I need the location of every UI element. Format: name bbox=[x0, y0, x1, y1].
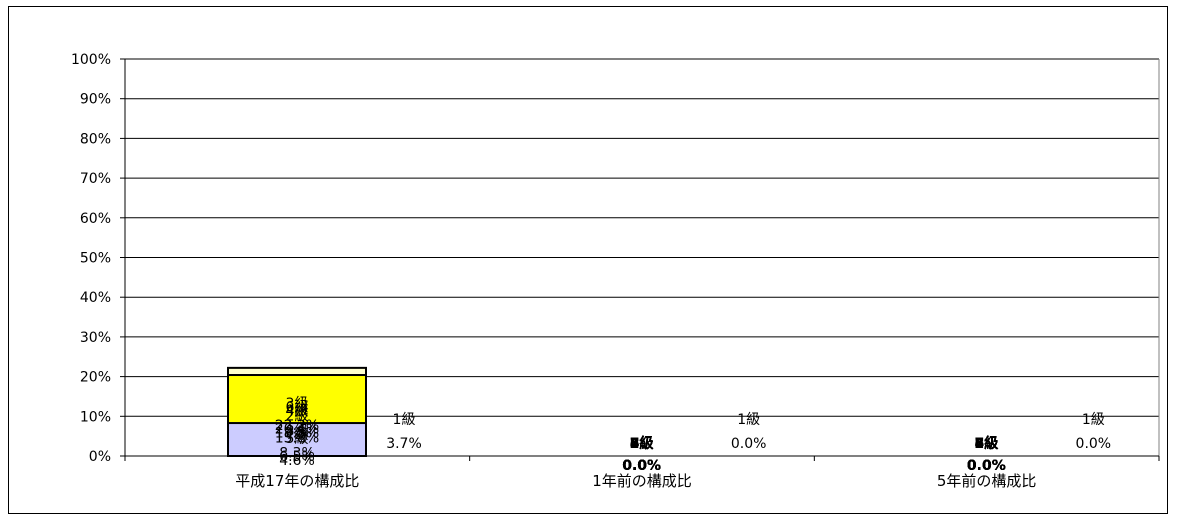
data-label-name: 6級 bbox=[974, 435, 998, 452]
data-label-name: 1級 bbox=[737, 412, 760, 428]
data-label-value: 0.0% bbox=[622, 458, 661, 474]
data-label-value: 0.0% bbox=[967, 458, 1006, 474]
data-label-name: 7級 bbox=[974, 435, 998, 452]
data-label-value: 15.8% bbox=[275, 431, 319, 447]
data-label-name: 3級 bbox=[630, 435, 654, 452]
data-label-value: 0.0% bbox=[731, 436, 767, 452]
data-label-name: 2級 bbox=[286, 409, 309, 425]
data-label-value: 0.0% bbox=[967, 458, 1006, 474]
data-label-value: 6.5% bbox=[279, 449, 315, 465]
data-label-name: 1級 bbox=[393, 412, 416, 428]
data-label-name: 2級 bbox=[974, 435, 998, 452]
y-tick-label: 100% bbox=[71, 52, 111, 68]
y-tick-label: 10% bbox=[80, 409, 111, 425]
x-tick-label: 平成17年の構成比 bbox=[235, 472, 359, 490]
x-tick-label: 5年前の構成比 bbox=[937, 472, 1037, 490]
x-axis-ticks: 平成17年の構成比 1年前の構成比 5年前の構成比 bbox=[124, 456, 1160, 490]
y-tick-label: 70% bbox=[80, 171, 111, 187]
y-tick-label: 50% bbox=[80, 251, 111, 267]
y-tick-label: 0% bbox=[89, 449, 111, 465]
data-label-name: 8級 bbox=[630, 435, 654, 452]
data-label-value: 4.6% bbox=[279, 453, 315, 469]
y-tick-label: 60% bbox=[80, 211, 111, 227]
bar-segment bbox=[227, 422, 367, 458]
chart-frame: 0% 10% 20% 30% 40% 50% 60% 70% 80% 90% 100% 1級 3.7%… bbox=[8, 6, 1168, 514]
data-label-value: 0.0% bbox=[967, 458, 1006, 474]
data-label-value: 20.4% bbox=[275, 422, 319, 438]
data-label-value: 0.0% bbox=[1076, 436, 1112, 452]
data-label-name: 7級 bbox=[630, 435, 654, 452]
data-label-name: 5級 bbox=[974, 435, 998, 452]
data-label-name: 3級 bbox=[286, 396, 309, 412]
data-label-value: 0.0% bbox=[622, 458, 661, 474]
data-label-value: 0.0% bbox=[622, 458, 661, 474]
data-label-value: 0.0% bbox=[622, 458, 661, 474]
data-label-value: 0.0% bbox=[967, 458, 1006, 474]
y-tick-label: 30% bbox=[80, 330, 111, 346]
data-label-name: 5級 bbox=[286, 431, 309, 447]
bars bbox=[227, 366, 367, 458]
data-label-value: 0.0% bbox=[622, 458, 661, 474]
data-label-value: 0.0% bbox=[967, 458, 1006, 474]
data-label-name: 3級 bbox=[974, 435, 998, 452]
data-label-value: 0.0% bbox=[967, 458, 1006, 474]
data-label-name: 6級 bbox=[630, 435, 654, 452]
y-tick-label: 40% bbox=[80, 290, 111, 306]
data-labels: 1級3.7%2級15.8%3級22.2%4級18.5%5級4.6%6級20.4%… bbox=[275, 396, 1111, 474]
data-label-name: 4級 bbox=[630, 435, 654, 452]
data-label-name: 2級 bbox=[630, 435, 654, 452]
data-label-name: 6級 bbox=[286, 400, 309, 416]
data-label-name: 5級 bbox=[630, 435, 654, 452]
data-label-name: 4級 bbox=[286, 403, 309, 419]
data-label-name: 4級 bbox=[974, 435, 998, 452]
data-label-value: 3.7% bbox=[386, 436, 422, 452]
data-label-value: 22.2% bbox=[275, 418, 319, 434]
data-label-value: 0.0% bbox=[622, 458, 661, 474]
x-tick-label: 1年前の構成比 bbox=[592, 472, 692, 490]
y-tick-label: 80% bbox=[80, 131, 111, 147]
data-label-value: 18.5% bbox=[275, 425, 319, 441]
data-label-value: 8.3% bbox=[279, 446, 315, 462]
data-label-name: 1級 bbox=[1082, 412, 1105, 428]
stacked-bar-chart: 0% 10% 20% 30% 40% 50% 60% 70% 80% 90% 100% 1級 3.7%… bbox=[71, 52, 1160, 490]
y-tick-label: 90% bbox=[80, 92, 111, 108]
data-label-value: 0.0% bbox=[967, 458, 1006, 474]
data-label-value: 0.0% bbox=[622, 458, 661, 474]
data-label-name: 7級 bbox=[286, 427, 309, 443]
gridlines bbox=[124, 58, 1160, 457]
data-label-name: 8級 bbox=[974, 435, 998, 452]
y-axis-ticks: 0% 10% 20% 30% 40% 50% 60% 70% 80% 90% 100% bbox=[71, 52, 125, 465]
data-label-name: 8級 bbox=[286, 424, 309, 440]
y-tick-label: 20% bbox=[80, 370, 111, 386]
